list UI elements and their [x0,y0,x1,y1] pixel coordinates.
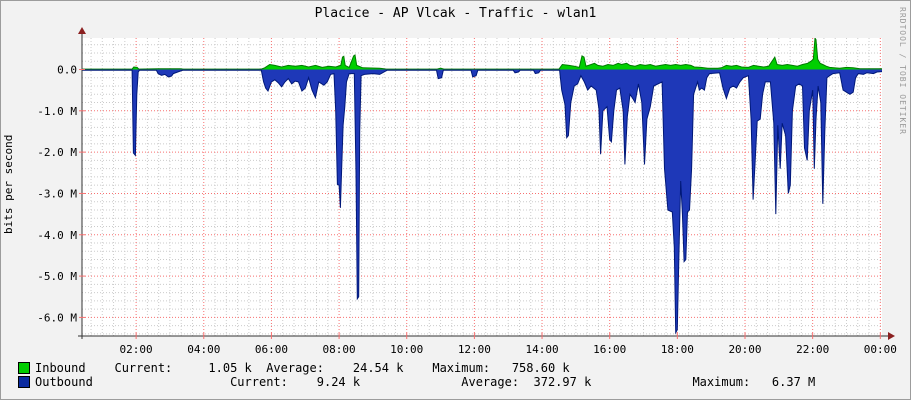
y-tick-label: -3.0 M [37,187,77,200]
outbound-legend-text: Outbound Current: 9.24 k Average: 372.97… [35,375,816,389]
y-tick-label: -5.0 M [37,270,77,283]
y-tick-label: 0.0 [57,63,77,76]
series-inbound-area [82,38,882,70]
y-tick-label: -4.0 M [37,229,77,242]
outbound-swatch [18,376,30,388]
series-outbound-area [82,69,882,333]
inbound-legend-text: Inbound Current: 1.05 k Average: 24.54 k… [35,361,570,375]
graph-title: Placice - AP Vlcak - Traffic - wlan1 [314,6,597,21]
x-tick-label: 12:00 [458,343,491,356]
y-tick-label: -1.0 M [37,105,77,118]
y-tick-label: -6.0 M [37,311,77,324]
x-tick-label: 14:00 [525,343,558,356]
x-tick-label: 06:00 [255,343,288,356]
y-axis-arrow [78,27,86,34]
rrdtool-watermark: RRDTOOL / TOBI OETIKER [898,7,907,135]
x-tick-label: 16:00 [593,343,626,356]
x-tick-label: 04:00 [187,343,220,356]
series-outbound-line [82,69,882,335]
legend-row-inbound: Inbound Current: 1.05 k Average: 24.54 k… [18,362,570,374]
x-tick-label: 10:00 [390,343,423,356]
inbound-swatch [18,362,30,374]
legend-row-outbound: Outbound Current: 9.24 k Average: 372.97… [18,376,815,388]
x-tick-label: 18:00 [661,343,694,356]
series-group [82,38,882,335]
x-tick-label: 02:00 [120,343,153,356]
x-tick-label: 08:00 [323,343,356,356]
x-tick-label: 22:00 [796,343,829,356]
x-tick-label: 20:00 [728,343,761,356]
x-axis-arrow [888,332,895,340]
y-tick-label: -2.0 M [37,146,77,159]
series-inbound-line [82,38,882,70]
x-tick-label: 00:00 [864,343,897,356]
